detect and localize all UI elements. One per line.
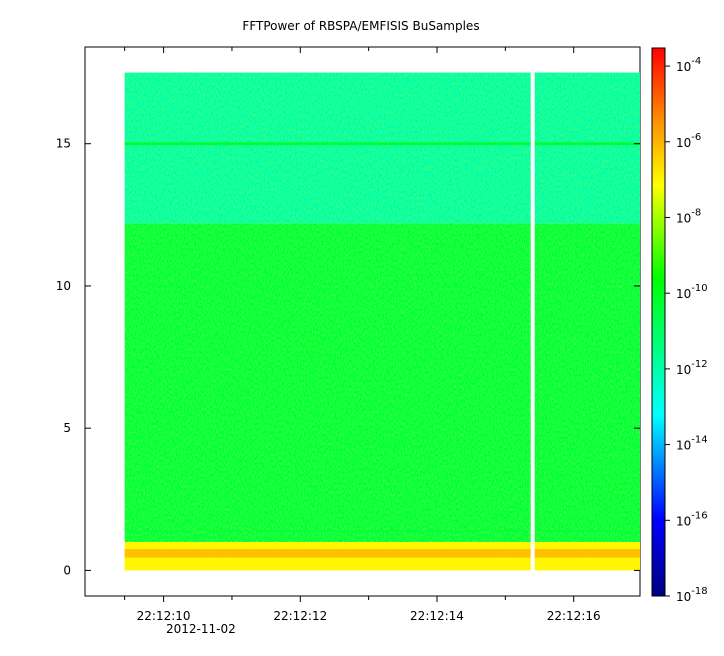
colorbar-tick-label: 10-12	[676, 359, 708, 377]
y-tick-label: 0	[63, 563, 71, 577]
x-axis: 22:12:10 22:12:12 22:12:14 22:12:16	[124, 47, 601, 623]
colorbar-tick-label: 10-4	[676, 56, 701, 74]
x-tick-label: 22:12:10	[137, 609, 191, 623]
x-tick-label: 22:12:16	[547, 609, 601, 623]
y-tick-label: 10	[56, 279, 71, 293]
spectrogram-image	[124, 72, 640, 571]
x-axis-date-label: 2012-11-02	[166, 622, 236, 636]
colorbar-axis: 10-4 10-6 10-8 10-10 10-12 10-14 10-16 10-18	[665, 56, 708, 604]
y-axis: 0 5 10 15	[56, 137, 640, 577]
colorbar-tick-label: 10-16	[676, 510, 708, 528]
spectrogram-band	[124, 142, 640, 146]
spectrogram-gap	[530, 72, 535, 572]
colorbar-tick-label: 10-10	[676, 283, 708, 301]
colorbar-tick-label: 10-8	[676, 207, 701, 225]
colorbar-tick-label: 10-14	[676, 435, 708, 453]
spectrogram-band-texture	[124, 223, 640, 542]
spectrogram-band-texture	[124, 72, 640, 224]
colorbar-tick-label: 10-6	[676, 132, 701, 150]
chart-title: FFTPower of RBSPA/EMFISIS BuSamples	[242, 19, 479, 33]
colorbar-tick-label: 10-18	[676, 586, 708, 604]
x-tick-label: 22:12:14	[410, 609, 464, 623]
x-tick-label: 22:12:12	[273, 609, 327, 623]
spectrogram-band-core	[124, 549, 640, 558]
y-tick-label: 5	[63, 421, 71, 435]
y-tick-label: 15	[56, 137, 71, 151]
colorbar	[651, 47, 666, 597]
